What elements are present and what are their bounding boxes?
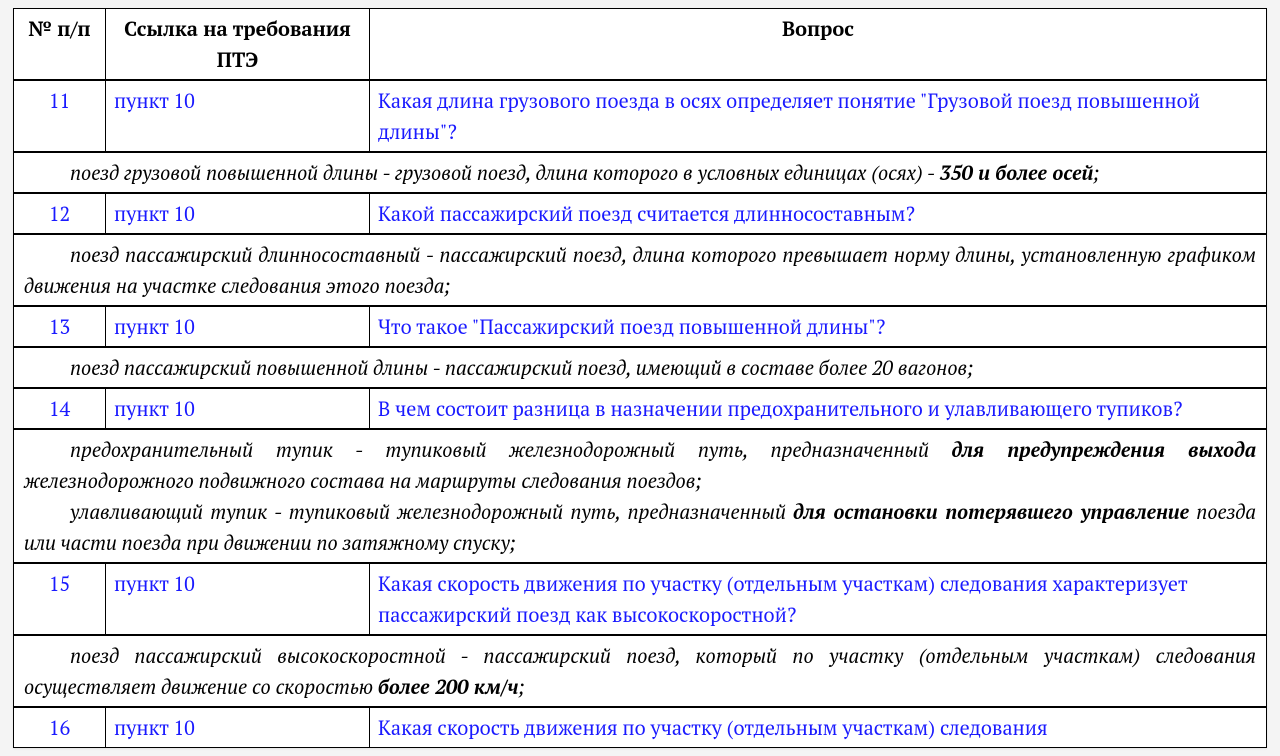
answer-row: поезд пассажирский высокоскоростной - па…: [14, 635, 1267, 707]
row-number: 15: [14, 563, 106, 635]
question-row: 13пункт 10Что такое "Пассажирский поезд …: [14, 306, 1267, 347]
reference-link[interactable]: пункт 10: [106, 306, 370, 347]
reference-link[interactable]: пункт 10: [106, 388, 370, 429]
answer-text: поезд грузовой повышенной длины - грузов…: [14, 152, 1267, 193]
answer-text: предохранительный тупик - тупиковый желе…: [14, 429, 1267, 563]
row-number: 14: [14, 388, 106, 429]
question-text: Какая скорость движения по участку (отде…: [370, 707, 1267, 748]
row-number: 16: [14, 707, 106, 748]
answer-text: поезд пассажирский высокоскоростной - па…: [14, 635, 1267, 707]
question-row: 15пункт 10Какая скорость движения по уча…: [14, 563, 1267, 635]
document-page: № п/п Ссылка на требования ПТЭ Вопрос 11…: [13, 8, 1267, 748]
qa-table: № п/п Ссылка на требования ПТЭ Вопрос 11…: [13, 8, 1267, 748]
reference-link[interactable]: пункт 10: [106, 563, 370, 635]
answer-row: предохранительный тупик - тупиковый желе…: [14, 429, 1267, 563]
question-text: Какая длина грузового поезда в осях опре…: [370, 80, 1267, 152]
reference-link[interactable]: пункт 10: [106, 707, 370, 748]
question-text: В чем состоит разница в назначении предо…: [370, 388, 1267, 429]
reference-link[interactable]: пункт 10: [106, 80, 370, 152]
answer-text: поезд пассажирский повышенной длины - па…: [14, 347, 1267, 388]
row-number: 13: [14, 306, 106, 347]
answer-text: поезд пассажирский длинносоставный - пас…: [14, 234, 1267, 306]
question-row: 14пункт 10В чем состоит разница в назнач…: [14, 388, 1267, 429]
question-row: 11пункт 10Какая длина грузового поезда в…: [14, 80, 1267, 152]
question-text: Что такое "Пассажирский поезд повышенной…: [370, 306, 1267, 347]
answer-row: поезд пассажирский длинносоставный - пас…: [14, 234, 1267, 306]
header-question: Вопрос: [370, 9, 1267, 81]
answer-row: поезд пассажирский повышенной длины - па…: [14, 347, 1267, 388]
header-num: № п/п: [14, 9, 106, 81]
question-text: Какая скорость движения по участку (отде…: [370, 563, 1267, 635]
reference-link[interactable]: пункт 10: [106, 193, 370, 234]
question-text: Какой пассажирский поезд считается длинн…: [370, 193, 1267, 234]
header-row: № п/п Ссылка на требования ПТЭ Вопрос: [14, 9, 1267, 81]
row-number: 11: [14, 80, 106, 152]
question-row: 16пункт 10Какая скорость движения по уча…: [14, 707, 1267, 748]
header-ref: Ссылка на требования ПТЭ: [106, 9, 370, 81]
answer-row: поезд грузовой повышенной длины - грузов…: [14, 152, 1267, 193]
row-number: 12: [14, 193, 106, 234]
question-row: 12пункт 10Какой пассажирский поезд счита…: [14, 193, 1267, 234]
